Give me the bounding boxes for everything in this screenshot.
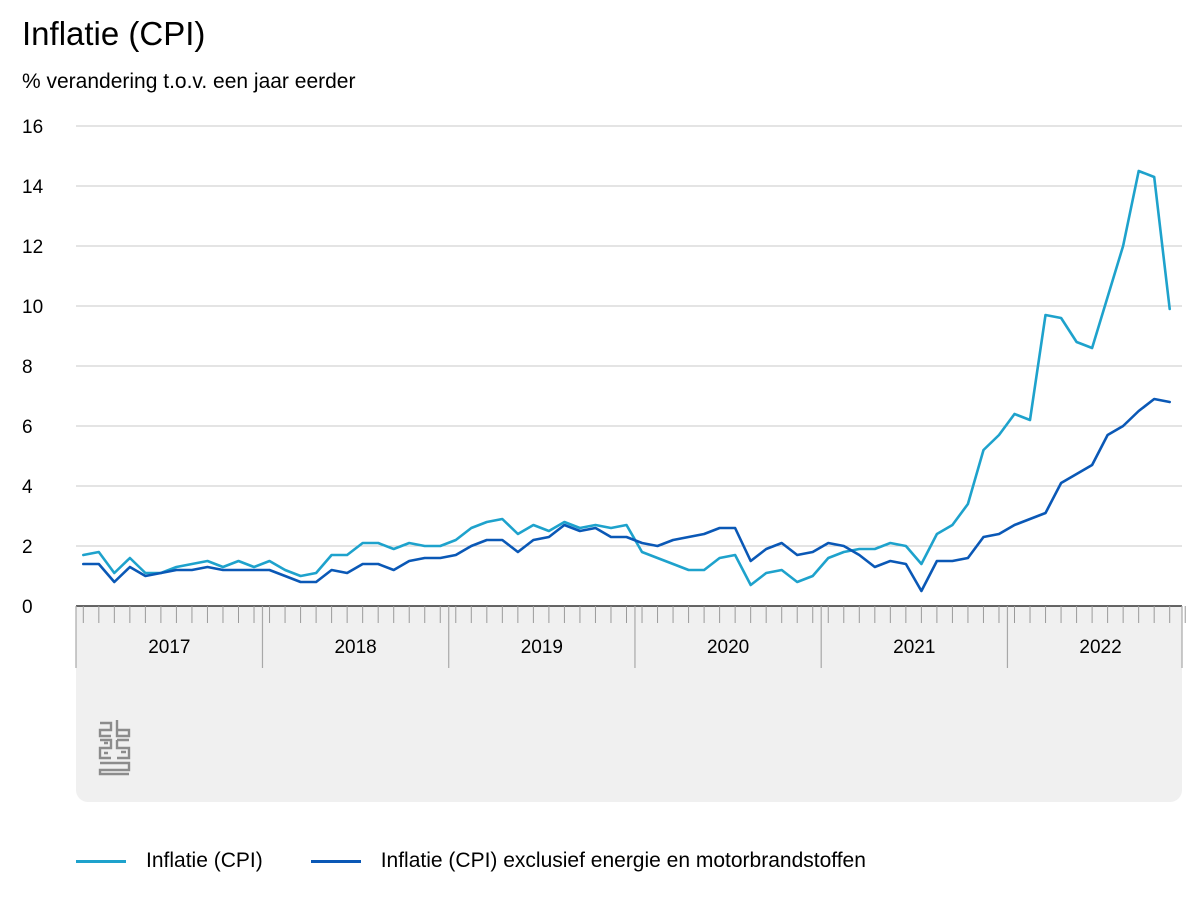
x-tick-label: 2022 <box>1079 637 1121 658</box>
x-axis-panel <box>76 606 1182 802</box>
x-tick-label: 2017 <box>148 637 190 658</box>
legend-swatch <box>310 859 361 863</box>
x-axis: 2017 2018 2019 2020 2021 2022 <box>75 605 1186 668</box>
series-lines <box>82 169 1171 593</box>
legend-label: Inflatie (CPI) <box>146 849 263 872</box>
x-tick-label: 2019 <box>521 637 563 658</box>
legend-item-1[interactable]: Inflatie (CPI) <box>76 846 263 876</box>
x-tick-label: 2020 <box>707 637 749 658</box>
axis-panel-background <box>76 606 1182 802</box>
legend-swatch <box>76 859 126 863</box>
y-tick-label: 10 <box>22 297 43 318</box>
y-tick-label: 16 <box>22 117 43 138</box>
x-tick-label: 2021 <box>893 637 935 658</box>
y-tick-label: 6 <box>22 417 33 438</box>
y-tick-label: 14 <box>22 177 44 198</box>
gridlines <box>76 125 1182 547</box>
chart-subtitle: % verandering t.o.v. een jaar eerder <box>22 70 356 93</box>
series-line-2 <box>82 397 1171 593</box>
series-line-1 <box>82 169 1171 587</box>
y-tick-label: 4 <box>22 477 33 498</box>
legend-label: Inflatie (CPI) exclusief energie en moto… <box>380 849 866 872</box>
legend: Inflatie (CPI) Inflatie (CPI) exclusief e… <box>76 846 914 876</box>
y-axis: 0 2 4 6 8 10 12 14 16 <box>22 117 44 618</box>
y-tick-label: 2 <box>22 537 33 558</box>
y-tick-label: 8 <box>22 357 33 378</box>
y-tick-label: 12 <box>22 237 43 258</box>
legend-item-2[interactable]: Inflatie (CPI) exclusief energie en moto… <box>310 846 866 876</box>
x-tick-label: 2018 <box>334 637 376 658</box>
y-tick-label: 0 <box>22 597 33 618</box>
cbs-logo-icon <box>98 720 131 776</box>
chart-title: Inflatie (CPI) <box>22 15 206 52</box>
